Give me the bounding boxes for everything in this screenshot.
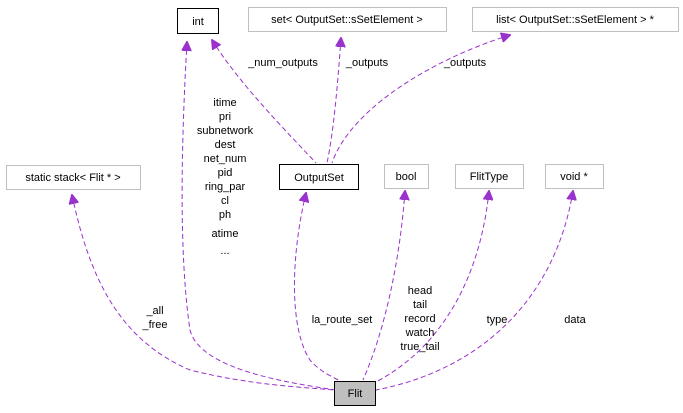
node-flittype-label: FlitType <box>470 171 509 183</box>
edge-outputset-to-flit <box>294 193 343 383</box>
node-flittype[interactable]: FlitType <box>455 164 524 189</box>
label-int-member-8: ph <box>219 209 231 221</box>
node-int-label: int <box>192 16 204 28</box>
label-int-member-10: ... <box>220 245 229 257</box>
node-bool-label: bool <box>396 171 417 183</box>
node-static-stack-label: static stack< Flit * > <box>25 172 120 184</box>
label-int-member-0: itime <box>213 97 236 109</box>
node-bool[interactable]: bool <box>384 164 429 189</box>
node-flit-label: Flit <box>348 388 363 400</box>
node-outputset-label: OutputSet <box>294 172 344 184</box>
label-la-route-set: la_route_set <box>312 314 373 326</box>
label-type: type <box>487 314 508 326</box>
label-free: _free <box>141 319 167 331</box>
label-data: data <box>564 314 586 326</box>
label-outputs-list: _outputs <box>443 57 487 69</box>
label-outputs-set: _outputs <box>345 57 389 69</box>
label-bool-member-3: watch <box>405 327 435 339</box>
label-bool-member-4: true_tail <box>400 341 439 353</box>
node-int[interactable]: int <box>177 8 219 34</box>
node-void-label: void * <box>560 171 588 183</box>
label-num-outputs: _num_outputs <box>247 57 318 69</box>
edge-bool-to-flit <box>362 191 405 381</box>
node-list-output-label: list< OutputSet::sSetElement > * <box>496 14 654 26</box>
label-bool-member-1: tail <box>413 299 427 311</box>
edge-stack-to-flit <box>72 195 335 391</box>
label-int-member-1: pri <box>219 111 231 123</box>
label-bool-member-2: record <box>404 313 435 325</box>
node-static-stack[interactable]: static stack< Flit * > <box>6 165 141 190</box>
label-all: _all <box>145 305 163 317</box>
edge-list-to-outputset <box>331 35 510 164</box>
edge-set-to-outputset <box>326 38 341 164</box>
node-list-output[interactable]: list< OutputSet::sSetElement > * <box>472 7 679 32</box>
label-int-member-6: ring_par <box>205 181 246 193</box>
edge-int-to-outputset <box>212 40 317 164</box>
label-int-member-4: net_num <box>204 153 247 165</box>
label-int-member-3: dest <box>215 139 236 151</box>
node-flit[interactable]: Flit <box>334 381 376 406</box>
label-int-member-5: pid <box>218 167 233 179</box>
node-outputset[interactable]: OutputSet <box>279 164 359 190</box>
edge-void-to-flit <box>375 191 573 391</box>
label-int-member-7: cl <box>221 195 229 207</box>
label-int-member-9: atime <box>212 228 239 240</box>
edge-flittype-to-flit <box>371 191 489 385</box>
label-int-member-2: subnetwork <box>197 125 254 137</box>
edge-int-to-flit <box>182 42 337 391</box>
label-bool-member-0: head <box>408 285 432 297</box>
node-set-output-label: set< OutputSet::sSetElement > <box>271 14 423 26</box>
node-set-output[interactable]: set< OutputSet::sSetElement > <box>248 7 447 32</box>
node-void[interactable]: void * <box>545 164 604 189</box>
